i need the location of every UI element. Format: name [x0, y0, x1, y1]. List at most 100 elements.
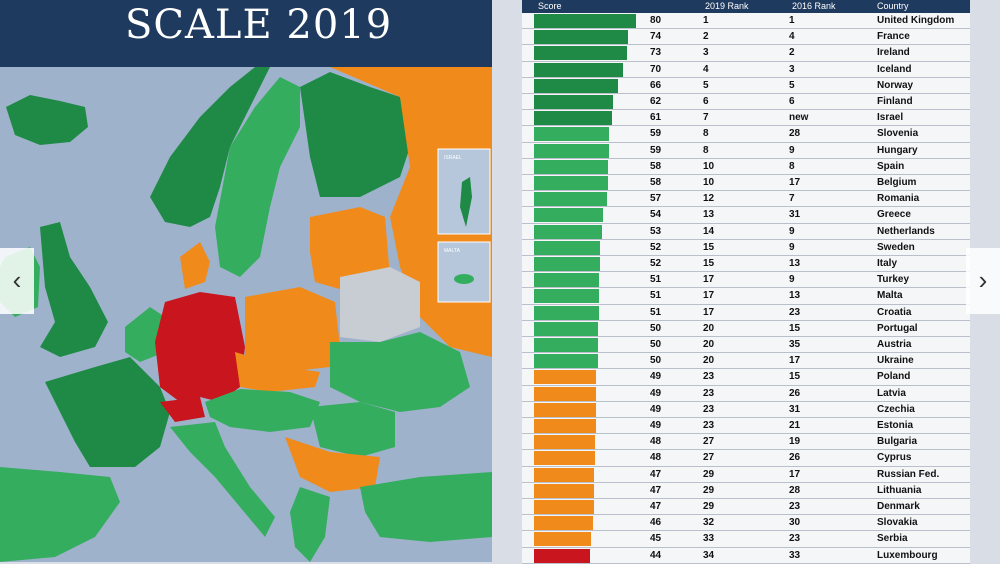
rank-2016-cell: 19 [789, 436, 801, 448]
score-cell: 47 [650, 484, 662, 496]
rank-2019-cell: 23 [703, 371, 715, 383]
table-row: 52 15 9 Sweden [522, 239, 970, 256]
rank-2016-cell: 30 [789, 517, 801, 529]
score-cell: 58 [650, 177, 662, 188]
country-cell: Russian Fed. [877, 468, 940, 480]
table-row: 62 6 6 Finland [522, 94, 970, 111]
rank-2016-cell: 28 [789, 128, 801, 140]
map-greece [290, 487, 330, 562]
rank-2019-cell: 12 [703, 193, 715, 205]
rank-2016-cell: 35 [789, 339, 801, 350]
rank-2016-cell: 26 [789, 452, 801, 464]
rank-2016-cell: 26 [789, 387, 801, 399]
country-cell: Serbia [877, 533, 908, 545]
inset-malta: MALTA [437, 241, 491, 303]
header-country: Country [877, 1, 909, 11]
prev-arrow-button[interactable]: ‹ [0, 248, 34, 314]
rank-2016-cell: 21 [789, 420, 801, 431]
next-arrow-button[interactable]: › [966, 248, 1000, 314]
score-bar [534, 240, 600, 255]
ranking-table: Score 2019 Rank 2016 Rank Country 80 1 1 Un… [522, 0, 970, 564]
score-bar [534, 224, 602, 239]
country-cell: Spain [877, 160, 905, 172]
score-bar [534, 483, 594, 498]
score-bar [534, 500, 594, 514]
rank-2019-cell: 5 [703, 79, 709, 91]
rank-2019-cell: 13 [703, 209, 715, 221]
rank-2016-cell: 23 [789, 533, 801, 545]
map-finland [300, 72, 410, 197]
rank-2019-cell: 17 [703, 290, 715, 302]
table-row: 45 33 23 Serbia [522, 531, 970, 548]
score-cell: 50 [650, 322, 662, 334]
score-bar [534, 273, 599, 288]
rank-2019-cell: 17 [703, 306, 715, 318]
score-bar [534, 289, 599, 304]
score-bar [534, 78, 618, 93]
score-cell: 51 [650, 306, 662, 318]
map-baltics [310, 207, 390, 292]
table-row: 47 29 28 Lithuania [522, 482, 970, 499]
map-france [45, 357, 170, 467]
score-bar [534, 111, 612, 126]
rank-2016-cell: 15 [789, 371, 801, 383]
table-row: 52 15 13 Italy [522, 256, 970, 273]
score-cell: 45 [650, 533, 662, 545]
rank-2019-cell: 29 [703, 501, 715, 512]
country-cell: Ukraine [877, 355, 914, 367]
country-cell: Slovakia [877, 517, 918, 529]
table-row: 54 13 31 Greece [522, 207, 970, 224]
rank-2016-cell: 4 [789, 31, 795, 43]
score-bar [534, 516, 593, 531]
rank-2019-cell: 6 [703, 96, 709, 107]
score-cell: 46 [650, 517, 662, 529]
rank-2016-cell: 31 [789, 403, 801, 415]
inset-israel: ISRAEL [437, 148, 491, 235]
rank-2016-cell: 9 [789, 225, 795, 237]
table-row: 46 32 30 Slovakia [522, 515, 970, 532]
score-cell: 57 [650, 193, 662, 205]
table-row: 61 7 new Israel [522, 110, 970, 127]
score-bar [534, 192, 607, 207]
rank-2019-cell: 2 [703, 31, 709, 43]
table-row: 50 20 15 Portugal [522, 320, 970, 337]
score-bar [534, 370, 596, 385]
map-poland [245, 287, 340, 372]
map-sweden [215, 77, 300, 277]
map-austria-hungary [205, 389, 320, 432]
country-cell: Slovenia [877, 128, 919, 140]
score-cell: 80 [650, 15, 662, 26]
score-cell: 49 [650, 403, 662, 415]
country-cell: Belgium [877, 177, 917, 188]
rank-2019-cell: 10 [703, 160, 715, 172]
header-rank-2016: 2016 Rank [792, 1, 836, 11]
country-cell: Greece [877, 209, 911, 221]
rank-2016-cell: 33 [789, 549, 801, 561]
country-cell: Bulgaria [877, 436, 918, 448]
score-cell: 49 [650, 371, 662, 383]
score-cell: 47 [650, 501, 662, 512]
europe-map: ISRAEL MALTA [0, 67, 492, 562]
rank-2016-cell: 5 [789, 79, 795, 91]
map-italy [170, 422, 275, 537]
table-row: 74 2 4 France [522, 29, 970, 46]
country-cell: Sweden [877, 241, 915, 253]
table-row: 47 29 23 Denmark [522, 499, 970, 516]
score-bar [534, 159, 608, 174]
score-cell: 44 [650, 549, 662, 561]
map-spain [0, 467, 120, 562]
rank-2016-cell: 9 [789, 274, 795, 286]
map-switzerland [160, 397, 205, 422]
table-row: 51 17 23 Croatia [522, 304, 970, 321]
rank-2019-cell: 27 [703, 452, 715, 464]
score-cell: 52 [650, 258, 662, 269]
rank-2016-cell: 2 [789, 47, 795, 59]
country-cell: France [877, 31, 910, 43]
country-cell: Croatia [877, 306, 912, 318]
country-cell: Israel [877, 112, 904, 124]
rank-2016-cell: 9 [789, 241, 795, 253]
score-bar [534, 451, 595, 466]
map-uk [40, 222, 108, 357]
table-row: 59 8 28 Slovenia [522, 126, 970, 143]
country-cell: Austria [877, 339, 912, 350]
